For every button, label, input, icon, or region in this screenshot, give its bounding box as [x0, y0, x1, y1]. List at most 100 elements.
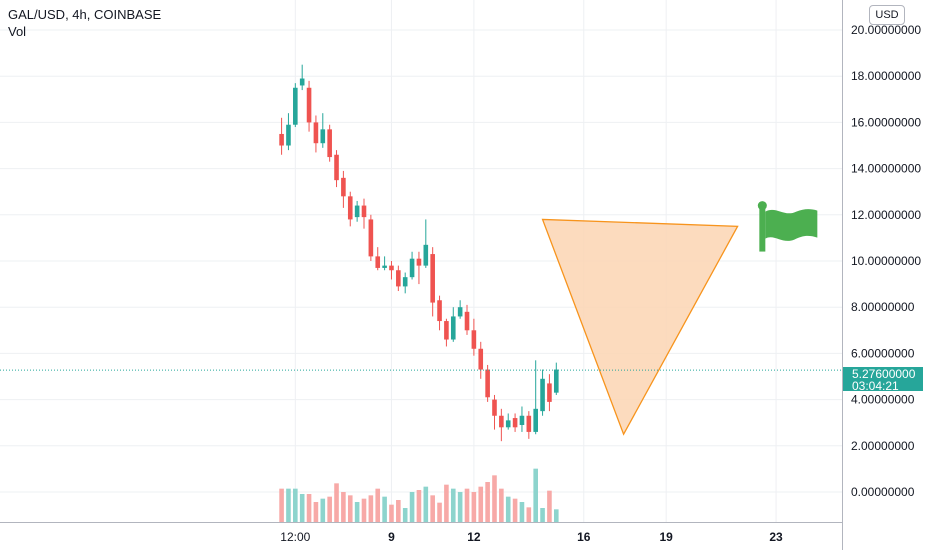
candle-body — [313, 122, 319, 144]
candle-body — [505, 420, 511, 428]
volume-bar — [526, 507, 532, 522]
candle — [313, 115, 319, 153]
candle-body — [368, 219, 374, 257]
candle — [450, 307, 456, 342]
candle-body — [286, 124, 291, 146]
volume-bar — [547, 490, 552, 522]
candle — [437, 295, 442, 331]
volume-bar — [361, 498, 367, 522]
volume-bar — [423, 486, 429, 522]
flag-cloth — [765, 209, 818, 241]
volume-bar — [327, 496, 332, 522]
y-tick-label: 6.00000000 — [851, 346, 915, 360]
volume-bar — [347, 495, 353, 522]
candle-body — [464, 311, 470, 331]
symbol-legend[interactable]: GAL/USD, 4h, COINBASE — [8, 7, 162, 22]
volume-bar — [505, 496, 511, 522]
candle — [485, 364, 490, 402]
volume-bar — [299, 494, 305, 522]
candle-body — [361, 205, 367, 218]
y-tick-label: 2.00000000 — [851, 439, 915, 453]
candle — [396, 265, 401, 292]
candle — [299, 64, 305, 91]
candle-body — [533, 408, 538, 432]
candle — [334, 150, 339, 188]
candle — [341, 170, 346, 208]
volume-bar — [375, 488, 381, 522]
candle — [505, 413, 511, 430]
candle — [526, 411, 532, 439]
candle-body — [416, 258, 422, 266]
candle — [409, 251, 415, 280]
candle-body — [553, 369, 559, 393]
candle-body — [444, 321, 449, 340]
candle-body — [450, 316, 456, 340]
candle-body — [519, 415, 525, 425]
candle-body — [320, 129, 326, 144]
volume-legend[interactable]: Vol — [8, 24, 27, 39]
candle — [293, 83, 298, 128]
candle-body — [485, 369, 490, 398]
last-price-label: 5.27600000 03:04:21 — [843, 367, 923, 393]
candle-body — [423, 244, 429, 266]
last-price-countdown: 03:04:21 — [852, 379, 899, 393]
candle — [464, 304, 470, 335]
volume-bar — [533, 468, 538, 522]
volume-bar — [512, 498, 518, 522]
x-tick-label: 9 — [388, 530, 395, 544]
volume-bar — [279, 488, 284, 522]
candle — [512, 413, 518, 432]
candle-body — [478, 348, 484, 370]
candle — [375, 247, 381, 271]
volume-bar — [320, 498, 326, 522]
candle — [478, 341, 484, 379]
currency-button[interactable]: USD — [869, 5, 905, 25]
x-tick-label: 12:00 — [280, 530, 310, 544]
volume-bar — [354, 502, 360, 522]
candle-body — [279, 133, 284, 146]
volume-bar — [341, 492, 346, 522]
candle-body — [547, 383, 552, 402]
volume-bar — [286, 488, 291, 522]
volume-bar — [306, 494, 312, 522]
candle-body — [402, 277, 408, 287]
volume-bar — [457, 492, 463, 522]
volume-bar — [471, 492, 477, 522]
flag-pole — [759, 205, 766, 252]
candle-body — [341, 177, 346, 197]
candle-body — [526, 415, 532, 432]
candle-body — [299, 78, 305, 86]
volume-bar — [485, 482, 490, 522]
candle-body — [492, 399, 497, 416]
y-tick-label: 18.00000000 — [851, 69, 921, 83]
triangle-pattern — [541, 218, 739, 436]
y-tick-label: 10.00000000 — [851, 254, 921, 268]
candle — [444, 318, 449, 347]
volume-bar — [492, 475, 497, 522]
volume-bar — [313, 502, 319, 522]
volume-bar — [519, 502, 525, 522]
candle — [368, 214, 374, 261]
candle — [279, 117, 284, 155]
x-tick-label: 23 — [769, 530, 783, 544]
x-tick-label: 16 — [577, 530, 591, 544]
candle — [306, 80, 312, 132]
candle-body — [375, 256, 381, 268]
candle — [423, 219, 429, 268]
y-tick-label: 14.00000000 — [851, 162, 921, 176]
candle-body — [293, 87, 298, 125]
x-tick-label: 19 — [660, 530, 674, 544]
candle-body — [499, 415, 504, 428]
candle — [382, 256, 387, 271]
volume-bar — [416, 490, 422, 522]
y-tick-label: 20.00000000 — [851, 23, 921, 37]
volume-bar — [444, 484, 449, 522]
y-tick-label: 8.00000000 — [851, 300, 915, 314]
volume-bar — [478, 486, 484, 522]
candle — [416, 251, 422, 285]
candle-body — [354, 205, 360, 218]
candle — [547, 374, 552, 412]
volume-bar — [382, 496, 387, 522]
